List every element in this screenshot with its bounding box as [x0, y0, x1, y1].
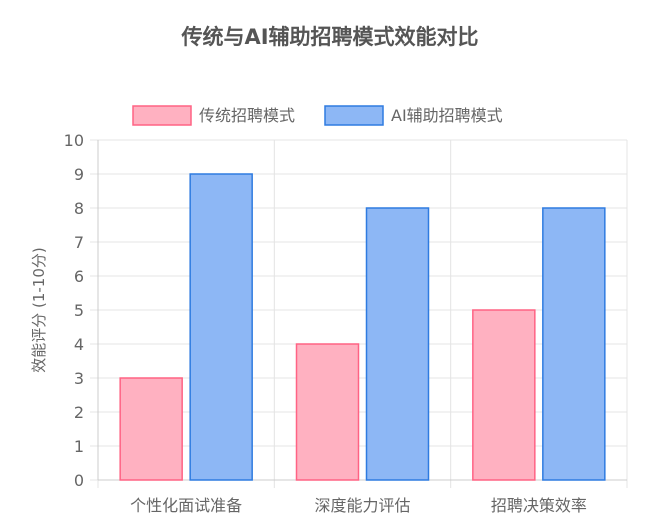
y-tick-label: 7 [74, 233, 84, 252]
chart-title: 传统与AI辅助招聘模式效能对比 [180, 25, 478, 49]
legend-label-ai: AI辅助招聘模式 [391, 106, 503, 125]
x-tick-label: 深度能力评估 [314, 496, 410, 515]
bar-ai [189, 173, 253, 481]
y-tick-label: 6 [74, 267, 84, 286]
bar-traditional [472, 309, 536, 481]
y-tick-label: 4 [74, 335, 84, 354]
bars [119, 173, 606, 481]
legend-swatch-traditional [132, 105, 192, 126]
y-tick-label: 5 [74, 301, 84, 320]
legend-label-traditional: 传统招聘模式 [199, 106, 295, 125]
y-tick-label: 1 [74, 437, 84, 456]
bar-traditional [119, 377, 183, 481]
bar-ai [365, 207, 430, 481]
x-tick-label: 招聘决策效率 [491, 496, 587, 515]
y-tick-label: 3 [74, 369, 84, 388]
legend: 传统招聘模式 AI辅助招聘模式 [132, 105, 503, 126]
legend-swatch-ai [324, 105, 384, 126]
y-axis: 0 1 2 3 4 5 6 7 8 9 10 [64, 131, 99, 490]
bar-ai [542, 207, 606, 481]
y-tick-label: 10 [64, 131, 84, 150]
bar-traditional [295, 343, 360, 481]
y-tick-label: 9 [74, 165, 84, 184]
x-tick-label: 个性化面试准备 [130, 496, 242, 515]
y-axis-label: 效能评分 (1-10分) [30, 247, 48, 373]
y-tick-label: 8 [74, 199, 84, 218]
y-tick-label: 2 [74, 403, 84, 422]
x-axis: 个性化面试准备 深度能力评估 招聘决策效率 [98, 479, 627, 515]
y-tick-label: 0 [74, 471, 84, 490]
